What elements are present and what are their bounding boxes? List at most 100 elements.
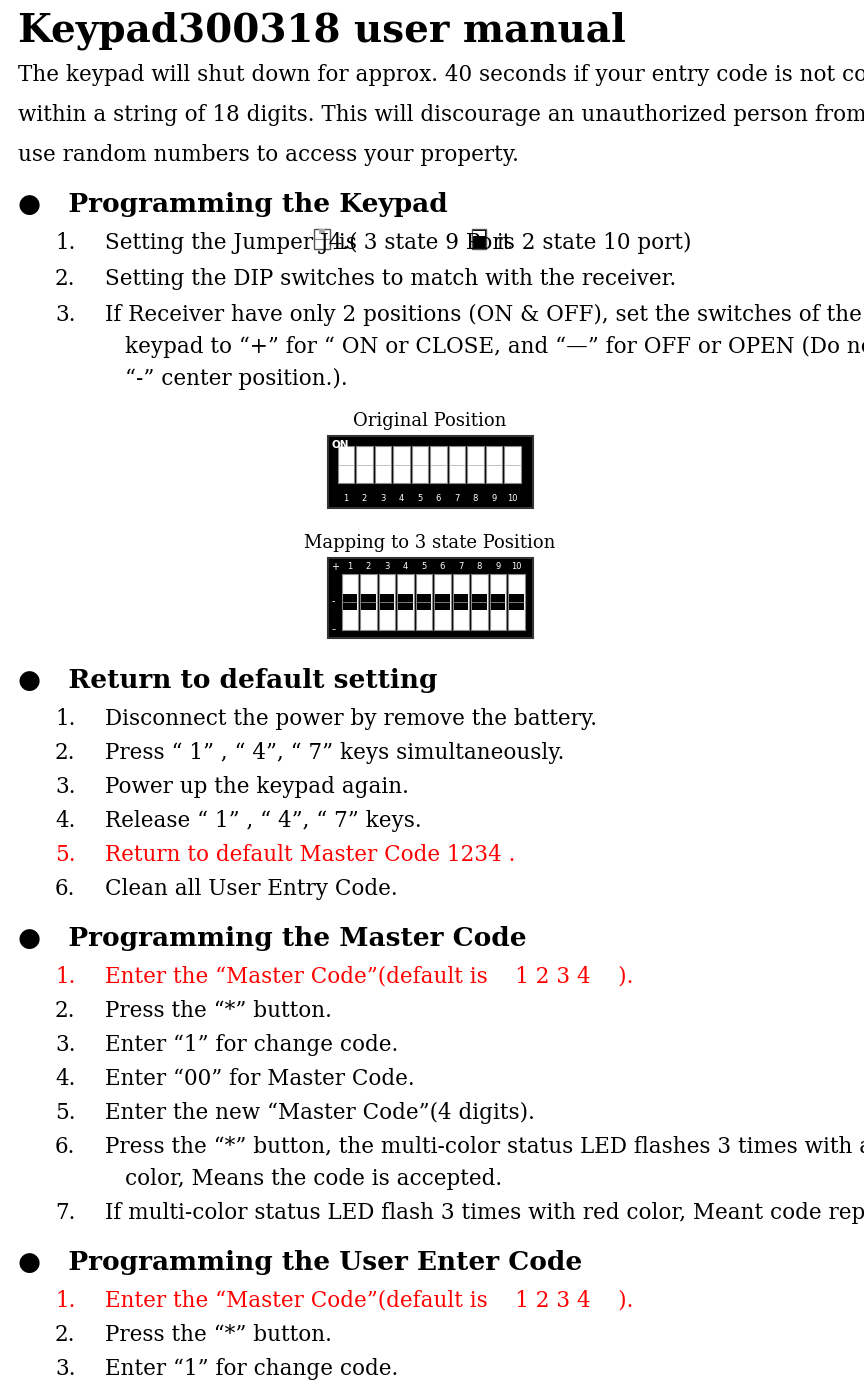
Bar xyxy=(374,445,391,483)
Bar xyxy=(338,445,354,483)
Text: within a string of 18 digits. This will discourage an unauthorized person from t: within a string of 18 digits. This will … xyxy=(18,103,864,126)
Text: is 3 state 9 Port: is 3 state 9 Port xyxy=(332,232,511,254)
Text: is 2 state 10 port): is 2 state 10 port) xyxy=(490,232,691,254)
Text: 7: 7 xyxy=(458,563,463,571)
Bar xyxy=(454,593,468,610)
Text: Press the “*” button, the multi-color status LED flashes 3 times with a green: Press the “*” button, the multi-color st… xyxy=(105,1136,864,1159)
Text: 2.: 2. xyxy=(55,743,75,764)
Text: 4.: 4. xyxy=(55,810,75,832)
Bar xyxy=(341,574,358,630)
Text: Enter the “Master Code”(default is    1 2 3 4    ).: Enter the “Master Code”(default is 1 2 3… xyxy=(105,966,633,988)
Text: 2.: 2. xyxy=(55,1000,75,1022)
Bar xyxy=(472,229,486,248)
Bar xyxy=(327,558,532,638)
Text: Enter “1” for change code.: Enter “1” for change code. xyxy=(105,1034,398,1055)
Bar xyxy=(453,574,469,630)
Text: color, Means the code is accepted.: color, Means the code is accepted. xyxy=(125,1168,502,1189)
Text: 8: 8 xyxy=(477,563,482,571)
Bar xyxy=(448,445,465,483)
Text: 4: 4 xyxy=(403,563,408,571)
Text: 9: 9 xyxy=(491,494,497,503)
Bar xyxy=(360,574,377,630)
Text: Disconnect the power by remove the battery.: Disconnect the power by remove the batte… xyxy=(105,708,597,730)
Text: 9: 9 xyxy=(495,563,500,571)
Text: Press the “*” button.: Press the “*” button. xyxy=(105,1323,332,1346)
Text: Original Position: Original Position xyxy=(353,412,506,430)
Text: –: – xyxy=(332,625,336,634)
Text: 5: 5 xyxy=(417,494,422,503)
Text: Setting the DIP switches to match with the receiver.: Setting the DIP switches to match with t… xyxy=(105,268,677,290)
Text: Setting the Jumper J4.(: Setting the Jumper J4.( xyxy=(105,232,358,254)
Bar xyxy=(472,593,486,610)
Text: 3.: 3. xyxy=(55,776,75,799)
Bar xyxy=(361,593,376,610)
Text: Enter the “Master Code”(default is    1 2 3 4    ).: Enter the “Master Code”(default is 1 2 3… xyxy=(105,1290,633,1312)
Text: 6.: 6. xyxy=(55,878,75,900)
Text: 8: 8 xyxy=(473,494,478,503)
Bar xyxy=(378,574,395,630)
Text: 1.: 1. xyxy=(55,232,75,254)
Text: 3: 3 xyxy=(384,563,390,571)
Bar xyxy=(435,593,449,610)
Text: 5.: 5. xyxy=(55,845,75,866)
Text: Release “ 1” , “ 4”, “ 7” keys.: Release “ 1” , “ 4”, “ 7” keys. xyxy=(105,810,422,832)
Text: The keypad will shut down for approx. 40 seconds if your entry code is not corre: The keypad will shut down for approx. 40… xyxy=(18,64,864,87)
Text: Mapping to 3 state Position: Mapping to 3 state Position xyxy=(304,535,556,551)
Text: 1: 1 xyxy=(347,563,353,571)
Text: ●   Return to default setting: ● Return to default setting xyxy=(18,669,437,692)
Text: 7: 7 xyxy=(454,494,460,503)
Text: Enter “00” for Master Code.: Enter “00” for Master Code. xyxy=(105,1068,415,1090)
Bar xyxy=(397,574,414,630)
Text: 6: 6 xyxy=(435,494,441,503)
Text: 3.: 3. xyxy=(55,1034,75,1055)
Bar xyxy=(486,445,502,483)
Bar xyxy=(434,574,450,630)
Text: Press the “*” button.: Press the “*” button. xyxy=(105,1000,332,1022)
Bar xyxy=(327,436,532,508)
Text: 1: 1 xyxy=(343,494,348,503)
Text: 7.: 7. xyxy=(55,1202,75,1224)
Text: 2.: 2. xyxy=(55,268,75,290)
Text: 4.: 4. xyxy=(55,1068,75,1090)
Text: Keypad300318 user manual: Keypad300318 user manual xyxy=(18,13,626,50)
Text: 2.: 2. xyxy=(55,1323,75,1346)
Text: Return to default Master Code 1234 .: Return to default Master Code 1234 . xyxy=(105,845,515,866)
Bar xyxy=(398,593,412,610)
Text: ●   Programming the Master Code: ● Programming the Master Code xyxy=(18,926,527,951)
Text: If multi-color status LED flash 3 times with red color, Meant code repeated.: If multi-color status LED flash 3 times … xyxy=(105,1202,864,1224)
Bar xyxy=(490,574,506,630)
Text: +: + xyxy=(332,563,340,572)
Text: 5.: 5. xyxy=(55,1101,75,1124)
Text: use random numbers to access your property.: use random numbers to access your proper… xyxy=(18,144,519,166)
Text: ●   Programming the Keypad: ● Programming the Keypad xyxy=(18,193,448,216)
Text: “-” center position.).: “-” center position.). xyxy=(125,369,347,389)
Text: Power up the keypad again.: Power up the keypad again. xyxy=(105,776,409,799)
Bar xyxy=(319,229,325,235)
Text: 2: 2 xyxy=(362,494,367,503)
Text: keypad to “+” for “ ON or CLOSE, and “—” for OFF or OPEN (Do not use: keypad to “+” for “ ON or CLOSE, and “—”… xyxy=(125,336,864,359)
Text: -: - xyxy=(332,596,335,606)
Bar xyxy=(473,230,485,236)
Bar xyxy=(379,593,394,610)
Bar xyxy=(342,593,357,610)
Text: 10: 10 xyxy=(507,494,518,503)
Text: 3.: 3. xyxy=(55,304,75,327)
Text: Enter “1” for change code.: Enter “1” for change code. xyxy=(105,1358,398,1381)
Bar xyxy=(471,574,487,630)
Text: 5: 5 xyxy=(421,563,426,571)
Text: 6: 6 xyxy=(440,563,445,571)
Text: ON: ON xyxy=(332,440,349,450)
Bar xyxy=(393,445,410,483)
Bar xyxy=(416,574,432,630)
Text: Enter the new “Master Code”(4 digits).: Enter the new “Master Code”(4 digits). xyxy=(105,1101,535,1124)
Text: 3: 3 xyxy=(380,494,385,503)
Bar xyxy=(356,445,372,483)
Text: 2: 2 xyxy=(365,563,371,571)
Bar xyxy=(314,229,330,248)
Text: 1.: 1. xyxy=(55,708,75,730)
Text: 1.: 1. xyxy=(55,966,75,988)
Bar xyxy=(430,445,447,483)
Bar xyxy=(491,593,505,610)
Text: 3.: 3. xyxy=(55,1358,75,1381)
Text: 4: 4 xyxy=(398,494,403,503)
